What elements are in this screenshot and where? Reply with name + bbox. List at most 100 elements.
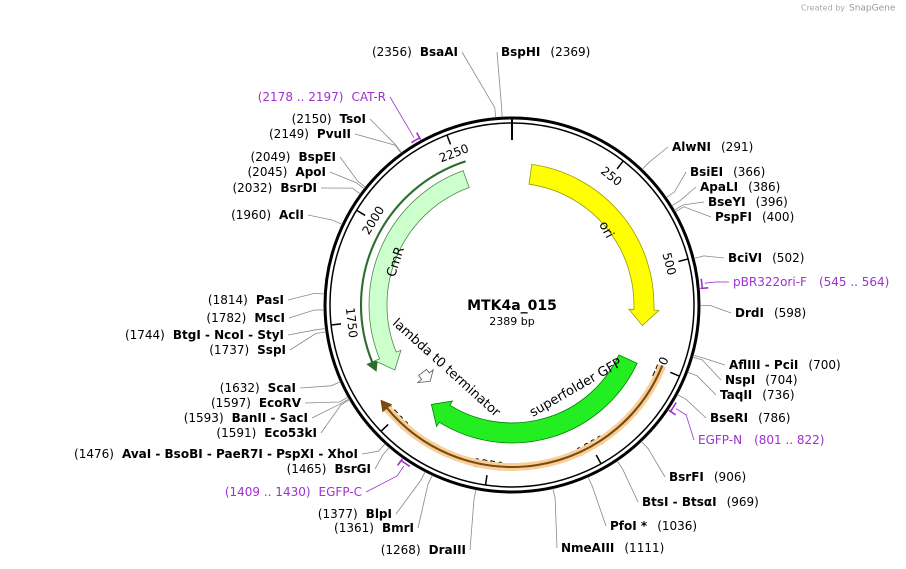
primer-name: CAT-R — [351, 90, 386, 104]
site-label: ApaLI (386) — [700, 180, 780, 194]
primer-name: pBR322ori-F — [733, 275, 807, 289]
site-connector — [666, 171, 687, 198]
site-label: BciVI (502) — [728, 251, 804, 265]
site-label: DrdI (598) — [735, 306, 806, 320]
site-name: ApaLI — [700, 180, 738, 194]
primer-connector — [704, 281, 730, 284]
site-label: BseYI (396) — [708, 195, 788, 209]
site-connector — [374, 447, 390, 470]
site-connector — [417, 475, 433, 529]
site-connector — [677, 394, 707, 419]
site-name: TaqII — [720, 388, 752, 402]
site-name: BseYI — [708, 195, 746, 209]
ruler-tick — [380, 423, 389, 432]
site-name: BtsI - BtsαI — [642, 495, 717, 509]
site-label: AflIII - PciI (700) — [729, 358, 841, 372]
primer-connector — [365, 465, 405, 493]
site-connector — [496, 51, 503, 118]
site-connector — [354, 133, 402, 154]
primer-location: (1409 .. 1430) — [225, 485, 311, 499]
primer-mark — [396, 458, 411, 468]
site-label: (1593) BanII - SacI — [184, 411, 308, 425]
site-connector — [692, 356, 722, 381]
site-name: AvaI - BsoBI - PaeR7I - PspXI - XhoI — [122, 447, 358, 461]
site-position: (2049) — [251, 150, 291, 164]
site-label: (1597) EcoRV — [211, 396, 302, 410]
site-name: BmrI — [382, 521, 414, 535]
site-connector — [299, 381, 341, 389]
site-connector — [616, 460, 639, 503]
site-label: (2356) BsaAI — [372, 45, 458, 59]
site-label: BsrFI (906) — [669, 470, 746, 484]
site-connector — [674, 201, 705, 211]
site-connector — [369, 118, 402, 154]
site-position: (969) — [727, 495, 759, 509]
site-name: ScaI — [268, 381, 296, 395]
site-name: BsiEI — [690, 165, 723, 179]
site-connector — [694, 255, 725, 259]
site-position: (2032) — [232, 181, 272, 195]
ruler-tick — [616, 160, 624, 170]
site-label: TaqII (736) — [720, 388, 795, 402]
site-position: (786) — [758, 411, 790, 425]
site-position: (2356) — [372, 45, 412, 59]
site-position: (1476) — [74, 447, 114, 461]
site-label: AlwNI (291) — [672, 140, 753, 154]
ruler-label: 1750 — [343, 307, 360, 339]
site-label: (2045) ApoI — [248, 165, 327, 179]
site-position: (1591) — [216, 426, 256, 440]
site-name: AlwNI — [672, 140, 711, 154]
site-position: (2045) — [248, 165, 288, 179]
site-label: NmeAIII (1111) — [561, 541, 664, 555]
site-position: (1593) — [184, 411, 224, 425]
ruler-tick — [595, 454, 602, 465]
ruler-tick — [678, 258, 689, 263]
site-label: (2150) TsoI — [292, 112, 366, 126]
site-position: (2369) — [550, 45, 590, 59]
site-name: BciVI — [728, 251, 762, 265]
site-name: NmeAIII — [561, 541, 614, 555]
site-position: (704) — [765, 373, 797, 387]
highlight-line — [380, 365, 664, 469]
created-by: Created by — [801, 4, 845, 13]
ruler-label: 2000 — [359, 204, 387, 237]
site-name: DraIII — [429, 543, 466, 557]
site-position: (400) — [762, 210, 794, 224]
site-connector — [671, 186, 697, 207]
site-position: (736) — [762, 388, 794, 402]
site-connector — [287, 292, 325, 301]
site-position: (1737) — [209, 343, 249, 357]
site-label: BtsI - BtsαI (969) — [642, 495, 759, 509]
site-connector — [395, 471, 426, 515]
ruler-tick — [331, 323, 342, 326]
primer-label: (1409 .. 1430) EGFP-C — [225, 485, 362, 499]
site-name: SspI — [257, 343, 286, 357]
primer-mark — [668, 402, 677, 416]
site-label: (1361) BmrI — [334, 521, 414, 535]
site-connector — [687, 371, 717, 396]
site-name: BseRI — [710, 411, 748, 425]
site-name: ApoI — [295, 165, 326, 179]
primer-name: EGFP-N — [698, 433, 742, 447]
site-name: AclI — [279, 208, 304, 222]
site-position: (366) — [733, 165, 765, 179]
site-position: (1814) — [208, 293, 248, 307]
site-label: (1591) Eco53kI — [216, 426, 317, 440]
site-name: AflIII - PciI — [729, 358, 798, 372]
site-position: (1361) — [334, 521, 374, 535]
site-name: BsrGI — [334, 462, 371, 476]
primer-label: pBR322ori-F (545 .. 564) — [733, 275, 889, 289]
site-label: BseRI (786) — [710, 411, 790, 425]
site-label: BspHI (2369) — [501, 45, 590, 59]
site-connector — [287, 328, 326, 336]
primer-mark — [700, 278, 709, 290]
site-position: (2150) — [292, 112, 332, 126]
site-name: Eco53kI — [264, 426, 317, 440]
primer-location: (545 .. 564) — [819, 275, 889, 289]
primer-location: (2178 .. 2197) — [258, 90, 344, 104]
site-position: (1465) — [287, 462, 327, 476]
site-position: (1036) — [657, 519, 697, 533]
feature-arrow — [528, 163, 660, 327]
site-label: (1960) AclI — [231, 208, 304, 222]
